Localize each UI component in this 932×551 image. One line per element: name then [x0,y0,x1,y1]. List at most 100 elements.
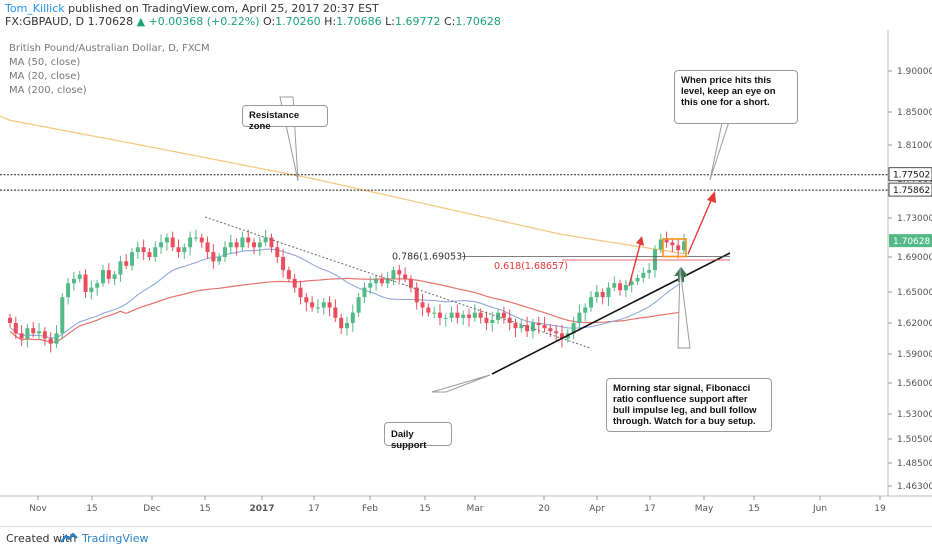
candle-body [25,328,30,339]
candle-body [350,312,355,323]
candle-body [333,307,338,318]
candle-body [559,333,564,339]
candle-body [455,312,460,318]
candle-body [612,283,617,288]
x-tick-label: Feb [362,504,378,514]
candle-body [304,297,309,303]
candle-body [449,312,454,318]
candle-body [606,287,611,298]
candle-body [345,323,349,329]
candle-body [589,297,594,308]
candle-body [176,247,181,253]
morning-star-callout: Morning star signal, Fibonacci ratio con… [606,378,772,432]
y-tick-label: 1.50500 [897,435,932,445]
candle-body [217,257,222,262]
candle-body [571,323,576,334]
high-label: H: [324,15,337,28]
x-tick-label: 17 [308,504,319,514]
red-arrow-1-shaft [628,240,642,287]
candle-body [676,245,681,251]
candle-body [228,242,233,248]
candle-body [554,331,559,334]
candle-body [170,237,175,248]
candle-body [275,247,280,257]
created-with-label: Created with [6,532,77,545]
candle-body [222,247,227,257]
candle-body [374,278,379,284]
candle-body [8,317,12,323]
candle-body [420,302,425,308]
x-tick-label: 15 [748,504,759,514]
candle-body [519,325,524,329]
x-tick-label: 2017 [249,504,274,514]
y-tick-label: 1.81000 [897,141,932,151]
candle-body [42,331,47,339]
daily-support-callout-pointer [431,374,491,393]
candle-body [286,270,291,279]
y-tick-label: 1.90000 [897,67,932,77]
low-label: L: [385,15,395,28]
candle-body [403,274,408,279]
y-tick-label: 1.73000 [897,214,932,224]
candle-body [443,317,448,319]
candle-body [31,328,36,334]
candle-body [461,314,466,318]
candle-body [199,237,204,243]
chart-legend: British Pound/Australian Dollar, D, FXCM… [9,42,210,98]
ma200-line [0,115,685,255]
candle-body [339,317,344,329]
legend-ma200[interactable]: MA (200, close) [9,85,87,96]
candle-body [77,274,82,279]
candle-body [408,278,413,288]
candle-body [641,272,646,278]
short-note-callout: When price hits this level, keep an eye … [674,70,798,124]
candle-body [257,242,262,248]
candle-body [635,278,640,282]
morning-star-text: Morning star signal, Fibonacci ratio con… [613,383,757,427]
price-tag-label: 1.75862 [893,186,930,196]
candle-body [269,237,274,248]
candle-body [467,314,472,318]
candle-body [501,312,506,318]
legend-ma20[interactable]: MA (20, close) [9,71,81,82]
candle-body [379,278,384,284]
candle-body [188,237,193,248]
candle-body [48,338,53,344]
x-tick-label: Jun [812,504,827,514]
author-link[interactable]: Tom_Killick [5,2,65,15]
short-note-text: When price hits this level, keep an eye … [681,75,776,108]
candle-body [670,242,675,246]
open-label: O: [263,15,276,28]
candle-body [513,323,518,329]
price-change: ▲ +0.00368 (+0.22%) [136,15,260,28]
legend-ma50[interactable]: MA (50, close) [9,57,81,68]
red-arrow-1-head [636,236,644,246]
candle-body [141,247,146,253]
x-tick-label: Dec [143,504,160,514]
tradingview-brand[interactable]: TradingView [82,532,149,545]
candle-body [536,323,541,326]
tradingview-logo-icon [60,532,78,543]
chart-area[interactable]: 1.900001.850001.810001.770001.730001.690… [0,30,932,526]
candle-body [432,312,437,314]
candle-body [159,242,164,248]
candle-body [252,242,257,248]
candle-body [193,237,198,239]
candle-body [89,287,94,292]
candle-body [397,270,402,275]
candle-body [618,283,623,291]
candle-body [147,252,152,257]
candle-body [542,325,547,329]
candle-body [182,247,187,253]
candle-body [263,237,268,243]
candle-body [647,270,652,273]
candle-body [135,247,140,253]
morning-star-highlight-box[interactable] [662,238,687,258]
candle-body [19,333,24,339]
legend-title: British Pound/Australian Dollar, D, FXCM [9,43,210,54]
y-tick-label: 1.85000 [897,108,932,118]
candle-body [281,257,286,271]
fib-786-label: 0.786(1.69053) [392,251,466,262]
candle-body [484,317,489,323]
candle-body [664,239,669,243]
